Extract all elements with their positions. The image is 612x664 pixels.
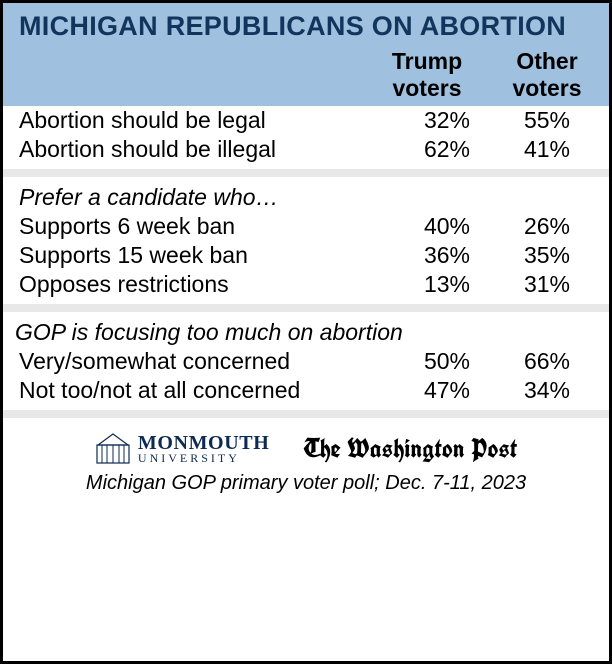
logos: MONMOUTH UNIVERSITY The Washington Post: [3, 428, 609, 470]
row-value-a: 62%: [397, 136, 497, 163]
table-row: Supports 6 week ban 40% 26%: [3, 212, 609, 241]
header: MICHIGAN REPUBLICANS ON ABORTION Trump v…: [3, 3, 609, 106]
col-header-trump: Trump voters: [377, 48, 477, 102]
table-row: Abortion should be legal 32% 55%: [3, 106, 609, 135]
row-value-b: 41%: [497, 136, 597, 163]
footer: Michigan GOP primary voter poll; Dec. 7-…: [3, 472, 609, 495]
col-header-other: Other voters: [497, 48, 597, 102]
title: MICHIGAN REPUBLICANS ON ABORTION: [19, 11, 597, 42]
divider: [3, 304, 609, 312]
row-label: Abortion should be legal: [19, 107, 397, 134]
table-row: Abortion should be illegal 62% 41%: [3, 135, 609, 164]
section-subhead: Prefer a candidate who…: [3, 180, 609, 212]
building-icon: [95, 433, 131, 465]
row-value-a: 47%: [397, 377, 497, 404]
row-value-b: 66%: [497, 348, 597, 375]
row-label: Opposes restrictions: [19, 271, 397, 298]
section-subhead: GOP is focusing too much on abortion: [3, 315, 609, 347]
table-row: Supports 15 week ban 36% 35%: [3, 241, 609, 270]
poll-card: MICHIGAN REPUBLICANS ON ABORTION Trump v…: [0, 0, 612, 664]
monmouth-bot: UNIVERSITY: [138, 453, 269, 464]
table-row: Opposes restrictions 13% 31%: [3, 270, 609, 299]
monmouth-text: MONMOUTH UNIVERSITY: [138, 434, 269, 464]
row-label: Supports 15 week ban: [19, 242, 397, 269]
row-value-a: 13%: [397, 271, 497, 298]
row-label: Very/somewhat concerned: [19, 348, 397, 375]
row-label: Not too/not at all concerned: [19, 377, 397, 404]
table-row: Very/somewhat concerned 50% 66%: [3, 347, 609, 376]
row-value-b: 55%: [497, 107, 597, 134]
row-value-a: 50%: [397, 348, 497, 375]
row-label: Supports 6 week ban: [19, 213, 397, 240]
row-value-a: 40%: [397, 213, 497, 240]
divider: [3, 169, 609, 177]
wapo-logo: The Washington Post: [303, 432, 517, 466]
row-value-b: 26%: [497, 213, 597, 240]
row-value-b: 34%: [497, 377, 597, 404]
column-headers: Trump voters Other voters: [19, 48, 597, 102]
table-row: Not too/not at all concerned 47% 34%: [3, 376, 609, 405]
row-value-b: 31%: [497, 271, 597, 298]
row-value-a: 32%: [397, 107, 497, 134]
monmouth-logo: MONMOUTH UNIVERSITY: [95, 433, 269, 465]
row-label: Abortion should be illegal: [19, 136, 397, 163]
row-value-b: 35%: [497, 242, 597, 269]
row-value-a: 36%: [397, 242, 497, 269]
divider: [3, 410, 609, 418]
